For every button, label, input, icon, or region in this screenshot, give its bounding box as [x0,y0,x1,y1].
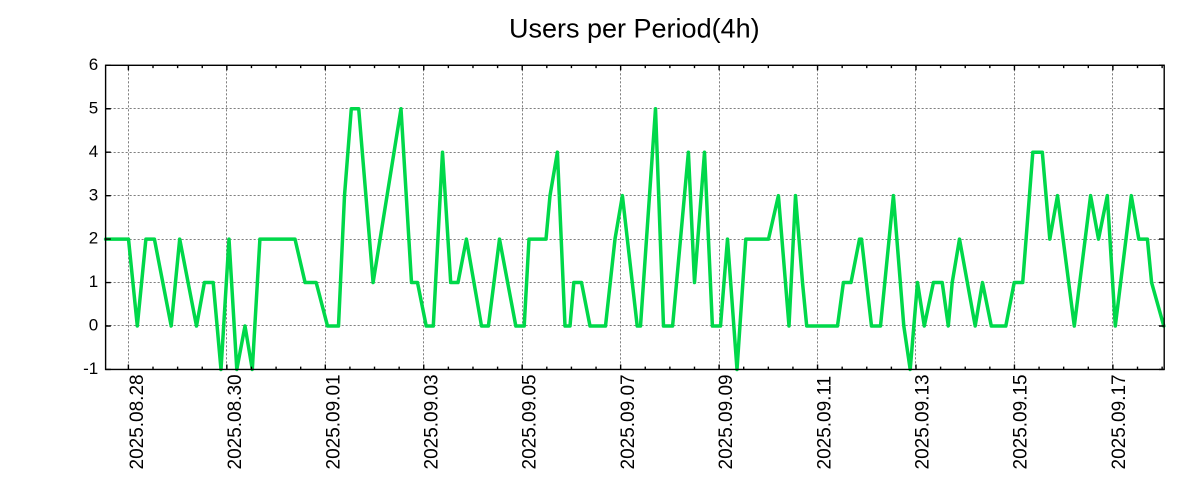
svg-text:4: 4 [89,142,98,161]
svg-text:-1: -1 [83,359,98,378]
svg-text:1: 1 [89,272,98,291]
svg-text:2025.09.09: 2025.09.09 [716,374,737,469]
svg-text:2025.09.07: 2025.09.07 [618,374,639,469]
svg-text:Users per Period(4h): Users per Period(4h) [509,13,760,43]
svg-text:2025.08.30: 2025.08.30 [225,374,246,469]
svg-text:2: 2 [89,229,98,248]
svg-text:2025.09.01: 2025.09.01 [323,374,344,469]
svg-text:2025.09.11: 2025.09.11 [814,376,835,470]
svg-text:2025.09.03: 2025.09.03 [422,374,443,469]
svg-text:2025.09.13: 2025.09.13 [913,374,934,469]
svg-text:2025.09.17: 2025.09.17 [1109,374,1130,469]
svg-text:2025.09.15: 2025.09.15 [1011,374,1032,469]
svg-text:0: 0 [89,316,98,335]
svg-text:6: 6 [89,55,98,74]
svg-text:5: 5 [89,98,98,117]
svg-text:2025.08.28: 2025.08.28 [127,374,148,469]
svg-text:2025.09.05: 2025.09.05 [520,374,541,469]
svg-text:3: 3 [89,185,98,204]
